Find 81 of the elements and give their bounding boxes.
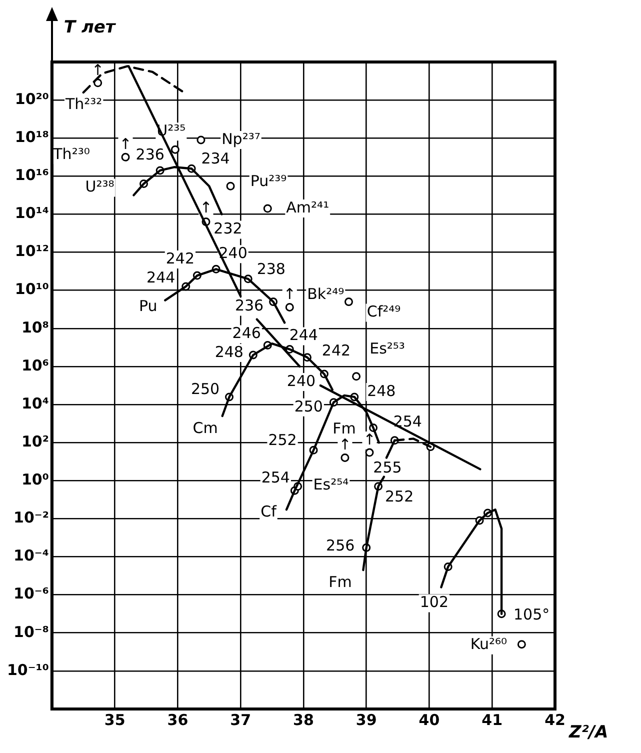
point: [263, 204, 272, 213]
annotation: 254: [261, 468, 290, 486]
y-tick-label: 10⁻⁴: [14, 546, 49, 565]
annotation: Bk²⁴⁹: [307, 285, 344, 304]
annotation: ↑: [92, 60, 104, 79]
annotation: 242: [166, 249, 195, 268]
point: [352, 372, 361, 381]
annotation: Ku²⁶⁰: [470, 635, 507, 654]
annotation: Pu: [138, 297, 158, 316]
annotation: 250: [190, 380, 220, 398]
annotation: 242: [322, 341, 351, 360]
annotation: 244: [146, 268, 176, 286]
annotation: 248: [214, 342, 244, 361]
annotation: Cf: [260, 502, 278, 521]
annotation: ↑: [119, 135, 132, 154]
y-tick-label: 10⁶: [21, 356, 49, 374]
annotation: 236: [136, 145, 164, 164]
point: [365, 448, 374, 457]
point: [170, 145, 180, 154]
annotation: 234: [201, 149, 230, 168]
point: [121, 152, 130, 162]
y-tick-label: 10⁴: [21, 394, 49, 412]
annotation: ↑: [200, 198, 212, 217]
y-tick-label: 10⁰: [21, 470, 49, 489]
point: [226, 182, 235, 190]
y-tick-label: 10¹⁰: [14, 280, 49, 298]
annotation: 232: [214, 220, 242, 238]
annotation: 238: [256, 260, 286, 278]
annotation: 105°: [513, 606, 550, 624]
annotation: Cf²⁴⁹: [366, 302, 401, 321]
x-axis-title: Z²/A: [568, 722, 608, 742]
annotation: Pu²³⁹: [250, 172, 287, 190]
annotation: 248: [367, 382, 396, 400]
x-tick-label: 37: [230, 710, 252, 729]
annotation: 255: [373, 458, 402, 476]
annotation: Fm: [332, 420, 356, 438]
point: [196, 136, 206, 144]
annotation: ↑: [338, 436, 352, 454]
y-tick-label: 10⁻¹⁰: [6, 660, 49, 679]
annotation: Es²⁵⁴: [313, 476, 349, 494]
y-tick-label: 10¹⁸: [14, 128, 49, 146]
point: [517, 640, 526, 649]
y-tick-label: 10²⁰: [14, 90, 49, 108]
y-tick-label: 10¹²: [14, 242, 49, 260]
annotation: Cm: [192, 418, 218, 437]
y-tick-label: 10²: [21, 432, 49, 450]
annotation: 240: [286, 372, 316, 390]
annotation: ↑: [283, 285, 296, 304]
annotation: U²³⁸: [85, 178, 114, 196]
annotation: 236: [234, 296, 264, 315]
y-tick-label: 10¹⁴: [14, 204, 49, 222]
x-tick-label: 41: [482, 710, 503, 729]
annotation: ↑: [363, 430, 376, 448]
x-tick-label: 39: [356, 710, 377, 729]
annotation: Am²⁴¹: [286, 198, 330, 216]
annotation: 246: [232, 324, 261, 342]
point: [344, 298, 353, 306]
annotation: 252: [268, 431, 297, 450]
annotation: 250: [294, 397, 323, 416]
x-tick-label: 40: [418, 710, 440, 729]
point: [285, 302, 294, 312]
y-axis-title: T лет: [64, 17, 116, 38]
y-tick-label: 10⁻²: [14, 508, 49, 527]
x-tick-label: 38: [293, 710, 314, 729]
annotation: Np²³⁷: [222, 130, 260, 148]
y-tick-label: 10¹⁶: [14, 166, 49, 184]
x-tick-label: 36: [167, 710, 188, 729]
y-tick-label: 10⁻⁶: [14, 584, 49, 603]
annotation: Th²³²: [64, 94, 102, 113]
annotation: 244: [289, 326, 318, 344]
annotation: 102: [420, 593, 448, 612]
x-tick-label: 42: [544, 710, 566, 729]
x-tick-label: 35: [104, 710, 126, 729]
annotation: Es²⁵³: [370, 339, 405, 358]
annotation: 256: [326, 536, 355, 555]
y-tick-label: 10⁻⁸: [14, 622, 49, 641]
y-tick-label: 10⁸: [21, 318, 49, 336]
point: [340, 453, 350, 462]
annotation: Fm: [328, 572, 352, 591]
annotation: 240: [218, 244, 248, 262]
annotation: 252: [384, 487, 414, 506]
